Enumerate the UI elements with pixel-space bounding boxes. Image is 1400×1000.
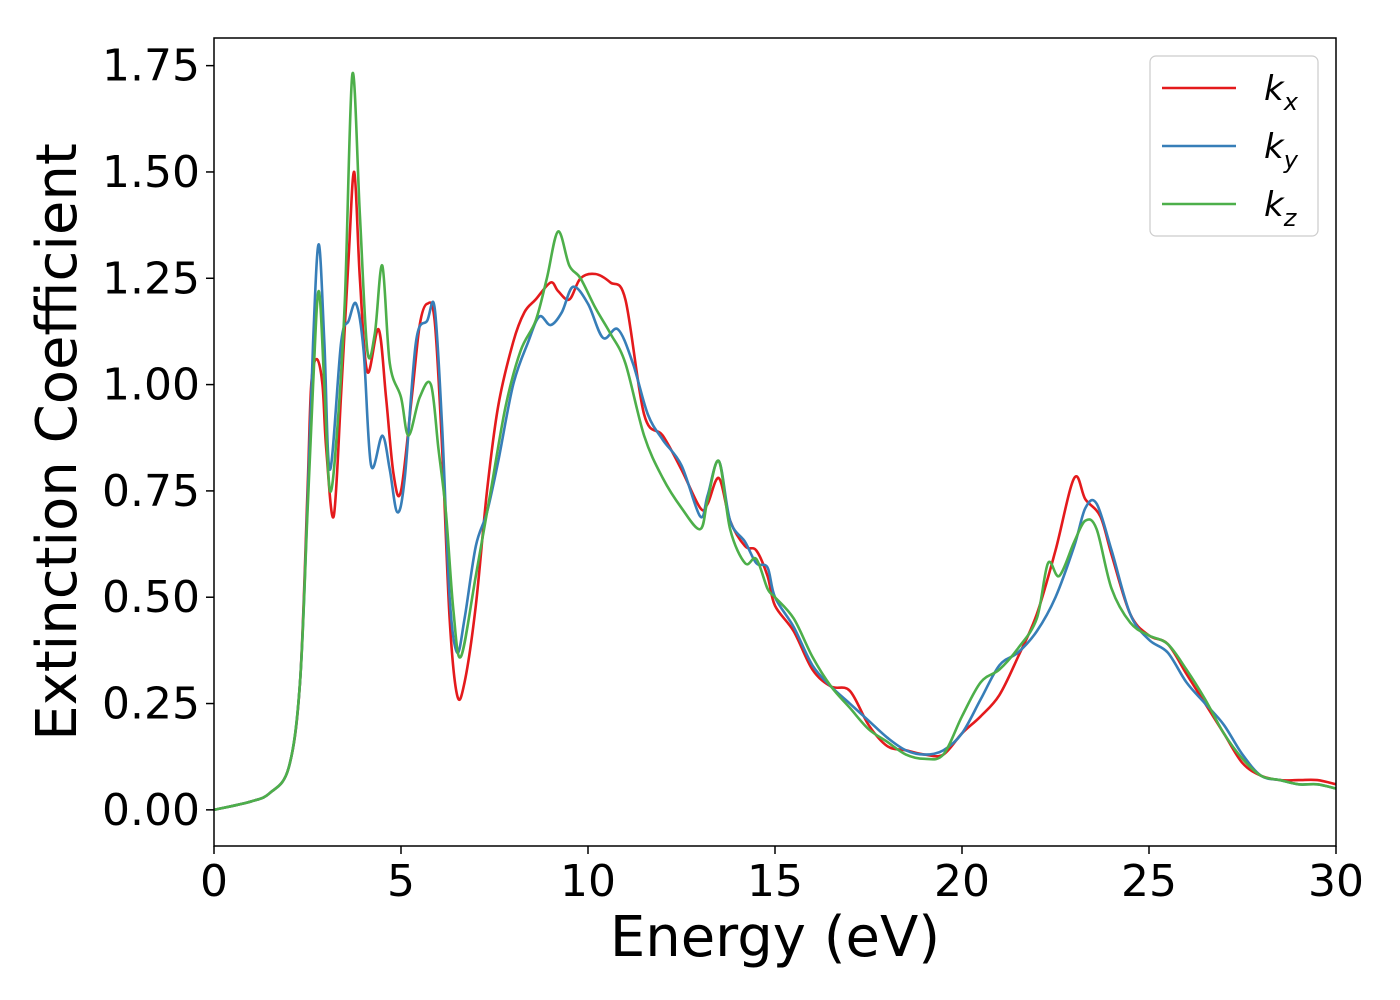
- legend-label-ky: ky: [1264, 127, 1299, 174]
- legend-label-main: k: [1264, 127, 1285, 167]
- x-axis-title: Energy (eV): [610, 905, 940, 970]
- legend-label-main: k: [1264, 69, 1285, 109]
- plot-area: [213, 37, 1337, 847]
- y-tick-label: 0.00: [102, 785, 200, 836]
- tick-layer: 0 5 10 15 20 25 30 0.00 0.25 0.50 0.75 1.00 1.25 1.50…: [102, 41, 1364, 907]
- series-line-kx: [214, 170, 1336, 812]
- x-tick-label: 30: [1308, 856, 1364, 907]
- series-line-ky: [214, 242, 1336, 812]
- x-tick-label: 20: [934, 856, 990, 907]
- y-axis-title: Extinction Coefficient: [25, 143, 90, 741]
- series-layer: [214, 71, 1336, 812]
- y-tick-label: 0.25: [102, 679, 200, 730]
- y-tick-label: 1.75: [102, 41, 200, 92]
- y-tick-label: 1.50: [102, 147, 200, 198]
- legend-label-subscript: x: [1283, 88, 1299, 116]
- x-tick-label: 10: [560, 856, 616, 907]
- legend-label-kx: kx: [1264, 69, 1299, 116]
- legend-label-kz: kz: [1264, 185, 1298, 232]
- x-tick-label: 15: [747, 856, 803, 907]
- plot-frame: [213, 37, 1337, 847]
- y-tick-label: 0.50: [102, 572, 200, 623]
- y-tick-label: 1.00: [102, 360, 200, 411]
- series-line-kz: [214, 71, 1336, 812]
- y-tick-label: 0.75: [102, 466, 200, 517]
- x-tick-label: 5: [387, 856, 415, 907]
- y-tick-label: 1.25: [102, 253, 200, 304]
- x-tick-label: 0: [200, 856, 228, 907]
- legend-label-main: k: [1264, 185, 1285, 225]
- legend-label-subscript: y: [1283, 146, 1299, 174]
- x-tick-label: 25: [1121, 856, 1177, 907]
- legend-label-subscript: z: [1283, 204, 1298, 232]
